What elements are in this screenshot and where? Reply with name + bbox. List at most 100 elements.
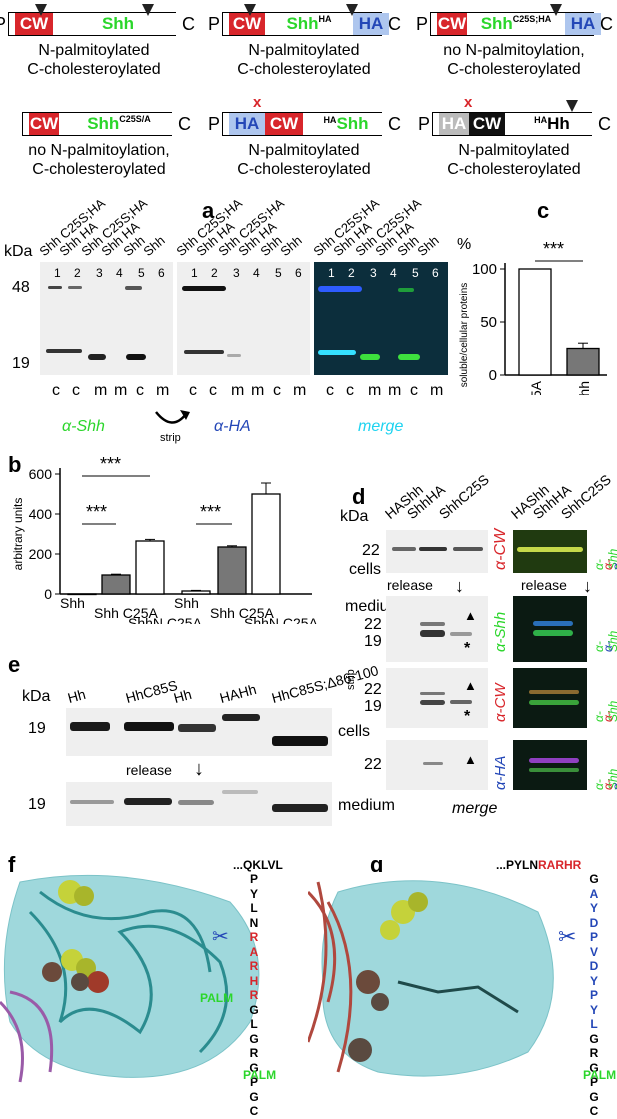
construct-0-left: P: [0, 14, 7, 34]
lane-number: 4: [253, 266, 260, 280]
category-b: Shh C25A: [210, 605, 274, 621]
construct-2: CW Shh C25S;HA HA: [430, 12, 601, 36]
fraction-label: c: [209, 382, 217, 399]
kda-label-a: kDa: [4, 243, 33, 260]
residue-f: P: [249, 1075, 258, 1089]
residue-g: G: [589, 872, 599, 886]
sig-b: ***: [100, 454, 121, 474]
construct-3-seg-0: CW: [29, 113, 59, 135]
cleavage-marker-icon: [566, 100, 578, 112]
residue-g: L: [590, 1017, 598, 1031]
alpha-shh-label: α-Shh: [62, 418, 105, 435]
residue-f: L: [250, 901, 258, 915]
d-s2-22: 22: [364, 756, 382, 773]
fraction-label: c: [326, 382, 334, 399]
residue-f: N: [249, 915, 259, 930]
cleavage-marker-icon: [550, 4, 562, 16]
marker-19: 19: [12, 355, 30, 372]
bar-b: [251, 493, 281, 595]
blot-merge: [314, 262, 448, 375]
seq-head-f: ...QKLVL: [233, 858, 283, 872]
palm-f: PALM: [200, 991, 233, 1005]
sig-b: ***: [200, 502, 221, 522]
y-tick-c: 100: [472, 261, 497, 278]
alpha-ha-label: α-HA: [214, 418, 251, 435]
residue-f: R: [249, 988, 259, 1002]
category-c: Shh C25A: [528, 380, 544, 395]
release-label-d1: release: [387, 577, 433, 593]
scissors-icon-f: ✂: [212, 926, 229, 948]
construct-3-seg-1: Shh C25S/A: [59, 113, 179, 135]
scissors-cross-icon-g: ✂: [558, 924, 577, 949]
residue-g: P: [589, 1075, 598, 1089]
construct-5-right: C: [598, 114, 611, 134]
fraction-label: c: [273, 382, 281, 399]
fraction-label: c: [136, 382, 144, 399]
cleavage-marker-icon: [35, 4, 47, 16]
construct-4-seg-1: CW: [265, 113, 303, 135]
category-b: ShhN C25A: [244, 615, 319, 624]
fraction-label: c: [189, 382, 197, 399]
residue-f: G: [249, 1060, 259, 1075]
fraction-label: m: [114, 382, 128, 399]
panel-b-letter: b: [8, 452, 22, 477]
construct-3-right: C: [178, 114, 191, 134]
residue-f: G: [249, 1031, 259, 1046]
blot-d-strip1-merge: [513, 668, 587, 728]
residue-g: P: [589, 988, 598, 1002]
fraction-label: m: [368, 382, 382, 399]
construct-2-left: P: [416, 14, 429, 34]
lane-number: 3: [96, 266, 103, 280]
construct-2-line1: no N-palmitoylation,: [443, 42, 585, 59]
panel-g-letter: g: [370, 852, 384, 877]
release-arrow-icon-2: ↓: [583, 576, 592, 596]
lane-label-e: Hh: [65, 685, 88, 706]
residue-g: G: [589, 1060, 599, 1075]
blot-d-medium: ▲ *: [386, 596, 488, 662]
blot-d-strip2-merge: [513, 740, 587, 790]
fraction-label: c: [346, 382, 354, 399]
antibody-label-d: α-Shh: [492, 611, 509, 652]
lane-number: 5: [138, 266, 145, 280]
residue-g: A: [589, 886, 599, 901]
panel-c-letter: c: [537, 198, 550, 223]
d-med-22: 22: [364, 616, 382, 633]
cleavage-marker-icon: [244, 4, 256, 16]
y-tick-c: 0: [489, 367, 497, 384]
merge-label-d: merge: [452, 800, 498, 817]
construct-2-seg-2: HA: [565, 13, 601, 35]
residue-g: V: [589, 944, 598, 959]
construct-4: HA CW HA Shh: [222, 112, 389, 136]
construct-5-seg-0: HA: [439, 113, 469, 135]
construct-5-line2: C-cholesteroylated: [447, 161, 581, 178]
release-label-e: release: [126, 762, 172, 778]
lane-label-a: Shh: [414, 232, 442, 259]
fraction-label: m: [430, 382, 444, 399]
release-label-d2: release: [521, 577, 567, 593]
lane-number: 6: [295, 266, 302, 280]
unit-c: %: [457, 236, 471, 253]
residue-g: R: [589, 1046, 599, 1060]
construct-0: CW Shh: [8, 12, 183, 36]
fraction-label: c: [52, 382, 60, 399]
lane-number: 1: [191, 266, 198, 280]
residue-g: G: [589, 1031, 599, 1046]
d-s1-19: 19: [364, 698, 382, 715]
release-arrow-icon: ↓: [455, 576, 464, 596]
bar-c: [518, 268, 552, 376]
merge-antibody-label-d: α-CW: [601, 702, 617, 722]
fraction-label: c: [72, 382, 80, 399]
construct-2-seg-0: CW: [437, 13, 467, 35]
category-b: Shh: [174, 595, 199, 611]
lane-label-e: Hh: [171, 685, 194, 706]
sig-b: ***: [86, 502, 107, 522]
construct-1-seg-0: CW: [229, 13, 265, 35]
lane-number: 2: [74, 266, 81, 280]
residue-f: L: [250, 1017, 258, 1031]
lane-number: 3: [370, 266, 377, 280]
bar-b: [181, 590, 211, 595]
construct-2-seg-1: Shh C25S;HA: [467, 13, 565, 35]
lane-number: 6: [432, 266, 439, 280]
